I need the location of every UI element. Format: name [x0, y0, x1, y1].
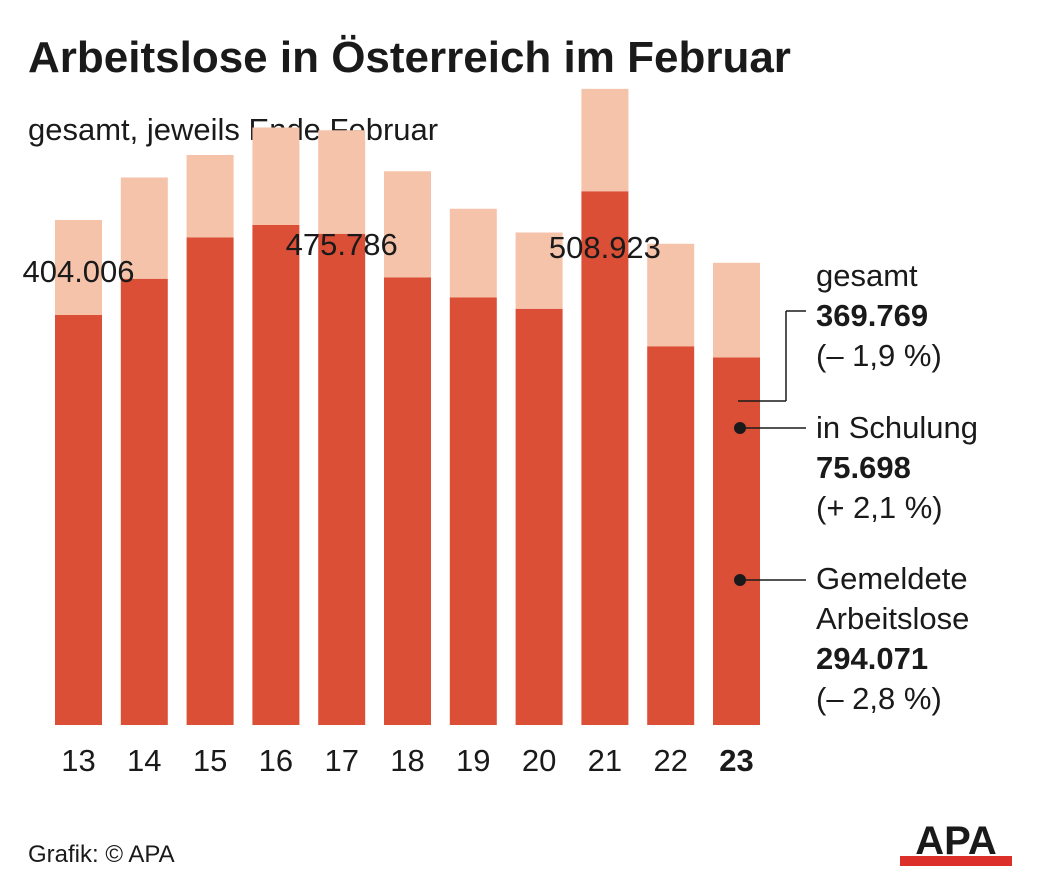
chart-subtitle: gesamt, jeweils Ende Februar	[28, 112, 439, 147]
bar-schulung-14	[120, 177, 168, 279]
bar-gemeldete-22	[647, 346, 695, 725]
bar-schulung-17	[318, 130, 366, 234]
chart-title: Arbeitslose in Österreich im Februar	[28, 33, 791, 82]
bar-value-callouts: 404.006 475.786 508.923	[22, 227, 660, 289]
bar-schulung-23	[713, 262, 760, 358]
x-tick-label-15: 15	[193, 743, 227, 778]
bar-schulung-22	[647, 243, 695, 347]
x-tick-label-21: 21	[588, 743, 622, 778]
bars-group	[55, 88, 760, 725]
bar-schulung-21	[581, 88, 629, 192]
bar-gemeldete-13	[55, 315, 102, 725]
x-tick-label-13: 13	[61, 743, 95, 778]
bar-gemeldete-14	[120, 278, 168, 725]
apa-logo: APA	[900, 821, 1012, 866]
x-tick-label-18: 18	[390, 743, 424, 778]
callout-value-13: 404.006	[22, 254, 134, 289]
bar-schulung-16	[252, 127, 300, 225]
bar-schulung-13	[55, 219, 102, 315]
bar-gemeldete-17	[318, 233, 366, 725]
callout-value-21: 508.923	[549, 230, 661, 265]
apa-logo-bar	[900, 856, 1012, 866]
legend-gemeldete-value: 294.071	[816, 641, 928, 676]
legend-schulung-change: (+ 2,1 %)	[816, 490, 943, 525]
x-axis-ticks: 13 14 15 16 17 18 19 20 21 22 23	[61, 743, 753, 778]
bar-schulung-19	[449, 208, 497, 298]
legend-schulung-value: 75.698	[816, 450, 911, 485]
bar-gemeldete-16	[252, 225, 300, 725]
stacked-bar-chart: 13 14 15 16 17 18 19 20 21 22 23 404.006 475.786 508…	[22, 88, 978, 778]
legend-gesamt-change: (– 1,9 %)	[816, 338, 942, 373]
x-tick-label-23: 23	[719, 743, 753, 778]
source-credit: Grafik: © APA	[28, 841, 175, 868]
x-tick-label-14: 14	[127, 743, 161, 778]
x-tick-label-22: 22	[653, 743, 687, 778]
bar-gemeldete-23	[713, 357, 760, 725]
legend-gemeldete-label: Gemeldete Arbeitslose	[816, 561, 976, 636]
legend-gesamt-label: gesamt	[816, 258, 918, 293]
callout-value-17: 475.786	[286, 227, 398, 262]
x-tick-label-20: 20	[522, 743, 556, 778]
bar-gemeldete-20	[515, 308, 563, 725]
bar-gemeldete-21	[581, 191, 629, 725]
bar-gemeldete-15	[186, 237, 234, 725]
bar-schulung-20	[515, 232, 563, 309]
legend-gemeldete-change: (– 2,8 %)	[816, 681, 942, 716]
bar-gemeldete-19	[449, 297, 497, 725]
x-tick-label-17: 17	[324, 743, 358, 778]
legend-gesamt-value: 369.769	[816, 298, 928, 333]
bar-schulung-15	[186, 155, 234, 238]
legend-schulung-label: in Schulung	[816, 410, 978, 445]
bar-gemeldete-18	[384, 277, 431, 725]
x-tick-label-16: 16	[259, 743, 293, 778]
legend-gemeldete-label-line1: Gemeldete	[816, 561, 968, 596]
legend-gemeldete-label-line2: Arbeitslose	[816, 601, 969, 636]
legend: gesamt 369.769 (– 1,9 %) in Schulung 75.…	[734, 258, 978, 716]
x-tick-label-19: 19	[456, 743, 490, 778]
bar-schulung-18	[384, 171, 431, 278]
